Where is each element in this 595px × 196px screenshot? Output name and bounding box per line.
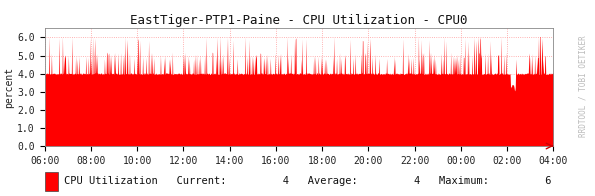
Y-axis label: percent: percent [5,67,14,108]
Text: CPU Utilization   Current:         4   Average:         4   Maximum:         6: CPU Utilization Current: 4 Average: 4 Ma… [64,176,551,186]
Title: EastTiger-PTP1-Paine - CPU Utilization - CPU0: EastTiger-PTP1-Paine - CPU Utilization -… [130,14,468,27]
Text: RRDTOOL / TOBI OETIKER: RRDTOOL / TOBI OETIKER [579,35,588,137]
